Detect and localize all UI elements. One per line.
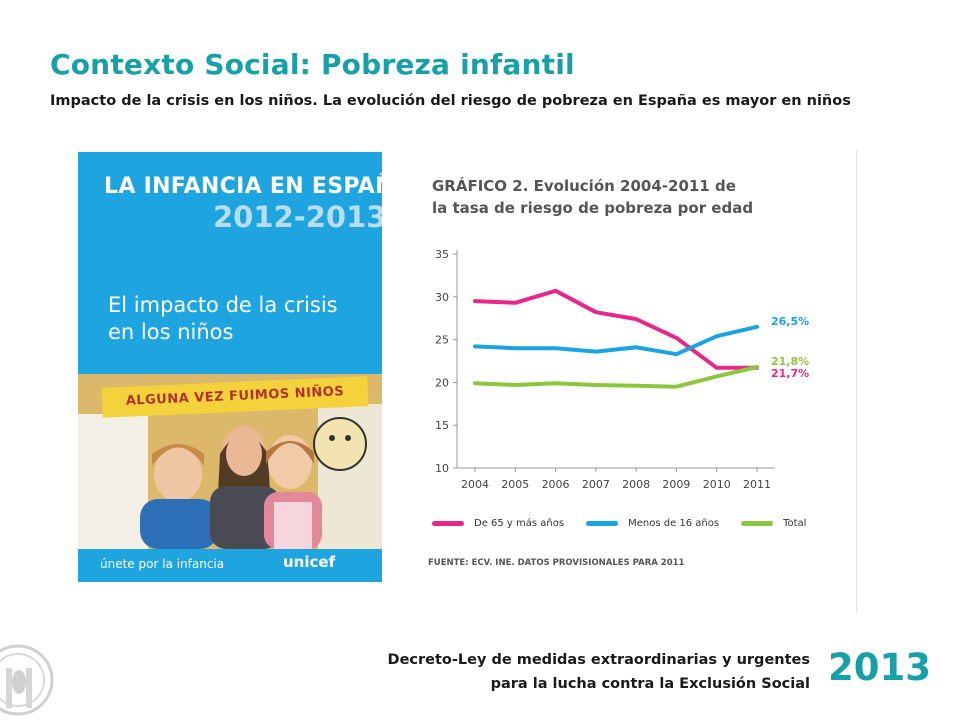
chart-title: GRÁFICO 2. Evolución 2004-2011 de la tas… <box>432 175 792 219</box>
series-point-1 <box>674 352 678 356</box>
footer-decree-text: Decreto-Ley de medidas extraordinarias y… <box>388 648 810 696</box>
chart-title-line1: GRÁFICO 2. Evolución 2004-2011 de <box>432 177 736 195</box>
footer-year: 2013 <box>828 646 931 689</box>
end-value-label: 21,7% <box>771 367 809 380</box>
series-point-1 <box>594 350 598 354</box>
legend-label-total: Total <box>783 518 807 529</box>
series-point-1 <box>473 344 477 348</box>
series-line-2 <box>473 365 759 389</box>
series-point-2 <box>674 385 678 389</box>
legend-swatch-65 <box>432 521 464 526</box>
x-tick-label: 2011 <box>743 478 771 491</box>
cover-slogan: únete por la infancia <box>100 557 225 571</box>
y-tick-label: 25 <box>435 334 449 347</box>
series-line-1 <box>473 324 759 357</box>
series-point-1 <box>554 346 558 350</box>
series-point-2 <box>634 384 638 388</box>
chart-legend: De 65 y más años Menos de 16 años Total <box>432 518 806 529</box>
x-tick-label: 2007 <box>582 478 610 491</box>
legend-item-total: Total <box>741 518 806 529</box>
poverty-risk-line-chart: 10 15 20 25 30 35 2004 2005 2006 2007 2008 2009 2010… <box>435 248 809 491</box>
legend-item-16: Menos de 16 años <box>586 518 719 529</box>
x-tick-label: 2008 <box>622 478 650 491</box>
y-tick-label: 35 <box>435 248 449 261</box>
x-tick-label: 2010 <box>703 478 731 491</box>
children-photo: ALGUNA VEZ FUIMOS NIÑOS <box>78 374 382 549</box>
x-tick-label: 2009 <box>662 478 690 491</box>
series-point-0 <box>513 301 517 305</box>
slide-subtitle: Impacto de la crisis en los niños. La ev… <box>50 93 851 109</box>
y-tick-label: 10 <box>435 462 449 475</box>
series-point-2 <box>513 383 517 387</box>
chart-title-line2: la tasa de riesgo de pobreza por edad <box>432 199 754 217</box>
slide-title: Contexto Social: Pobreza infantil <box>50 48 575 81</box>
series-line-0 <box>473 288 759 370</box>
series-point-1 <box>715 334 719 338</box>
y-tick-label: 20 <box>435 376 449 389</box>
cover-years: 2012-2013 <box>213 200 382 234</box>
divider <box>856 150 857 612</box>
footer-line2: para la lucha contra la Exclusión Social <box>490 676 810 692</box>
y-tick-label: 15 <box>435 419 449 432</box>
series-point-2 <box>715 374 719 378</box>
cover-tagline: El impacto de la crisis en los niños <box>108 293 338 344</box>
series-point-2 <box>473 381 477 385</box>
series-point-0 <box>473 299 477 303</box>
x-tick-label: 2006 <box>542 478 570 491</box>
end-value-label: 21,8% <box>771 355 809 368</box>
andalucia-emblem-logo <box>0 644 54 716</box>
series-point-2 <box>755 365 759 369</box>
end-value-label: 26,5% <box>771 315 809 328</box>
series-point-0 <box>634 317 638 321</box>
legend-swatch-total <box>741 521 774 526</box>
series-point-0 <box>594 310 598 314</box>
legend-label-16: Menos de 16 años <box>628 518 720 529</box>
report-cover-image: LA INFANCIA EN ESPAÑA 2012-2013 El impac… <box>78 152 382 582</box>
series-point-2 <box>554 381 558 385</box>
series-point-1 <box>513 346 517 350</box>
legend-item-65: De 65 y más años <box>432 518 564 529</box>
x-tick-label: 2005 <box>501 478 529 491</box>
legend-label-65: De 65 y más años <box>474 518 565 529</box>
y-tick-label: 30 <box>435 291 449 304</box>
unicef-logo: unicef <box>283 553 336 571</box>
x-tick-label: 2004 <box>461 478 489 491</box>
series-point-0 <box>554 289 558 293</box>
chart-source: FUENTE: ECV. INE. DATOS PROVISIONALES PA… <box>428 558 685 568</box>
cover-title: LA INFANCIA EN ESPAÑA <box>104 174 382 199</box>
series-point-1 <box>755 325 759 329</box>
series-point-1 <box>634 345 638 349</box>
series-point-2 <box>594 383 598 387</box>
legend-swatch-16 <box>586 521 619 526</box>
series-point-0 <box>715 366 719 370</box>
footer-line1: Decreto-Ley de medidas extraordinarias y… <box>387 652 810 668</box>
series-point-0 <box>674 336 678 340</box>
